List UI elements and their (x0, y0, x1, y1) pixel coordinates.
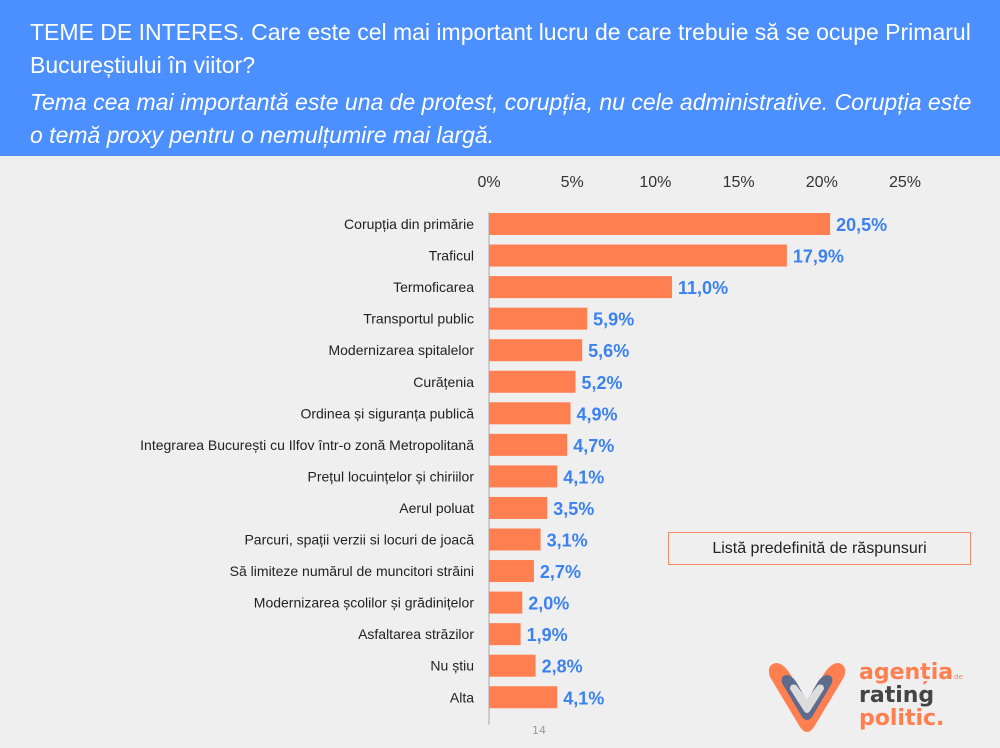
svg-text:de: de (954, 673, 963, 681)
bar (489, 244, 787, 267)
bar (489, 433, 568, 456)
data-label: 4,1% (563, 467, 604, 487)
data-label: 17,9% (793, 247, 844, 267)
bar (489, 528, 541, 551)
category-label: Prețul locuințelor și chiriilor (307, 468, 474, 484)
category-label: Curățenia (413, 374, 474, 390)
logo-mark-icon (768, 663, 846, 732)
slide-title: TEME DE INTERES. Care este cel mai impor… (30, 19, 971, 78)
category-label: Corupția din primărie (344, 216, 474, 232)
data-label: 4,7% (573, 436, 614, 456)
x-tick-label: 0% (477, 174, 500, 191)
svg-text:agenția: agenția (859, 660, 953, 685)
data-label: 3,5% (553, 499, 594, 519)
x-tick-label: 5% (561, 174, 584, 191)
page-number: 14 (532, 724, 546, 737)
x-tick-label: 15% (723, 174, 755, 191)
bar (489, 496, 548, 519)
category-label: Să limiteze numărul de muncitori străini (230, 563, 474, 579)
bar (489, 623, 521, 646)
category-label: Transportul public (363, 311, 474, 327)
bar (489, 276, 673, 299)
data-label: 2,8% (542, 657, 583, 677)
bar-chart: 0% 5% 10% 15% 20% 25% Corupția din primărie 20,… (140, 174, 921, 725)
data-label: 5,9% (593, 310, 634, 330)
bar (489, 213, 831, 235)
category-label: Aerul poluat (399, 500, 474, 516)
bar (489, 370, 576, 393)
data-label: 1,9% (527, 625, 568, 645)
data-label: 4,1% (563, 688, 604, 708)
data-label: 5,6% (588, 341, 629, 361)
category-label: Traficul (429, 248, 474, 264)
bar (489, 402, 571, 425)
category-label: Modernizarea spitalelor (328, 342, 474, 358)
category-label: Integrarea București cu Ilfov într-o zon… (140, 437, 474, 453)
category-label: Termoficarea (393, 279, 474, 295)
data-label: 2,0% (528, 594, 569, 614)
header-banner: TEME DE INTERES. Care este cel mai impor… (0, 0, 1000, 156)
svg-text:rating: rating (859, 683, 934, 708)
x-tick-label: 10% (639, 174, 671, 191)
data-label: 11,0% (678, 278, 728, 298)
bar (489, 686, 558, 709)
svg-text:politic.: politic. (859, 706, 944, 731)
x-tick-label: 25% (889, 174, 921, 191)
category-label: Modernizarea școlilor și grădinițelor (254, 595, 475, 611)
category-label: Parcuri, spații verzii si locuri de joac… (244, 532, 474, 548)
category-label: Asfaltarea străzilor (358, 626, 474, 642)
data-label: 20,5% (836, 215, 887, 235)
category-label: Alta (450, 689, 474, 705)
slide-subtitle: Tema cea mai importantă este una de prot… (30, 89, 972, 148)
data-label: 3,1% (547, 531, 588, 551)
predefined-list-note: Listă predefinită de răspunsuri (668, 532, 971, 565)
bar (489, 591, 523, 614)
bar (489, 654, 536, 677)
data-label: 5,2% (582, 373, 623, 393)
x-tick-label: 20% (806, 174, 838, 191)
agentia-rating-politic-logo: agenția de rating politic. (768, 660, 963, 732)
bar (489, 307, 588, 330)
data-label: 2,7% (540, 562, 581, 582)
category-label: Nu știu (430, 658, 474, 674)
data-label: 4,9% (577, 404, 618, 424)
bar (489, 339, 583, 362)
bar (489, 465, 558, 488)
category-label: Ordinea și siguranța publică (300, 405, 474, 421)
bar (489, 560, 534, 583)
